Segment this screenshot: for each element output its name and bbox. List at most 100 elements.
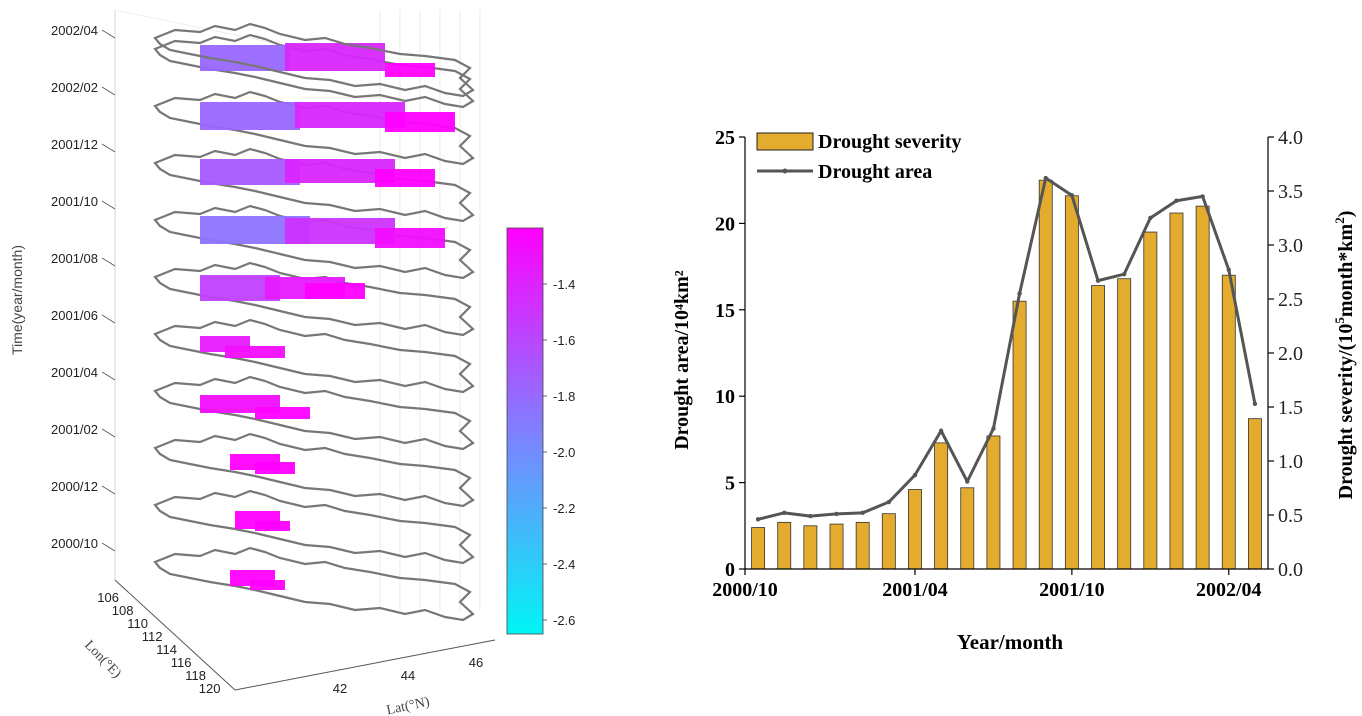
- drought-patch: [255, 521, 290, 531]
- legend-area-label: Drought area: [818, 161, 932, 183]
- area-point: [1174, 198, 1179, 203]
- drought-patch: [200, 159, 300, 185]
- basin-outline: [153, 22, 475, 98]
- right-tick-label: 3.5: [1278, 181, 1303, 203]
- area-point: [808, 513, 813, 519]
- time-tick-mark: [101, 200, 116, 210]
- area-point: [755, 517, 761, 522]
- basin-outline: [153, 261, 475, 337]
- right-tick-label: 4.0: [1278, 127, 1303, 149]
- left-tick-label: 15: [715, 300, 735, 322]
- lat-axis-label: Lat(°N): [385, 695, 431, 716]
- lon-tick-label: 110: [127, 616, 148, 631]
- drought-patch: [255, 407, 310, 419]
- area-point: [1200, 194, 1205, 199]
- severity-bar: [777, 521, 792, 570]
- basin-outline: [153, 318, 475, 394]
- drought-patch: [385, 112, 455, 132]
- drought-patch: [200, 102, 300, 130]
- basin-outline: [153, 432, 475, 508]
- lat-tick-label: 46: [469, 655, 483, 670]
- stacked-map-panel: 2002/04 2002/02 2001/12 2001/10 2001/08 2001/…: [9, 9, 575, 716]
- area-point: [991, 426, 996, 431]
- time-tick-label: 2001/06: [51, 308, 98, 323]
- area-point: [912, 472, 918, 478]
- lon-tick-label: 116: [171, 655, 192, 670]
- basin-outline: [153, 546, 475, 622]
- lon-axis-label: Lon(°E): [81, 638, 124, 682]
- colorbar: [506, 227, 544, 635]
- colorbar-tick-label: -2.0: [553, 445, 575, 460]
- severity-bars: [751, 179, 1262, 570]
- right-y-label-part3: ): [1335, 211, 1357, 218]
- right-y-label-part1: Drought severity/(10: [1335, 324, 1357, 500]
- basin-outline: [153, 90, 475, 166]
- area-point: [860, 510, 865, 516]
- left-tick-label: 5: [725, 473, 735, 495]
- lon-tick-label: 108: [112, 603, 134, 618]
- drought-patch: [305, 283, 365, 299]
- left-tick-label: 20: [715, 213, 735, 235]
- time-tick-mark: [101, 257, 116, 267]
- left-y-ticks: 0 5 10 15 20 25: [715, 127, 745, 581]
- time-tick-mark: [101, 29, 116, 39]
- time-tick-label: 2001/02: [51, 422, 98, 437]
- time-tick-label: 2001/04: [51, 365, 98, 380]
- time-tick-label: 2001/12: [51, 137, 98, 152]
- time-tick-label: 2002/04: [51, 23, 98, 38]
- severity-bar: [1143, 231, 1158, 570]
- left-y-axis-label: Drought area/10⁴km²: [671, 270, 693, 450]
- right-tick-label: 1.5: [1278, 397, 1303, 419]
- lon-tick-label: 118: [185, 668, 206, 683]
- time-tick-label: 2001/10: [51, 194, 98, 209]
- severity-bar: [1117, 278, 1132, 570]
- time-axis-ticks: 2002/04 2002/02 2001/12 2001/10 2001/08 2001/…: [51, 23, 116, 552]
- drought-patch: [385, 63, 435, 77]
- x-tick-label: 2000/10: [712, 579, 778, 601]
- area-point: [1017, 291, 1022, 296]
- area-point: [938, 428, 944, 433]
- area-point: [965, 479, 970, 484]
- x-tick-label: 2002/04: [1196, 579, 1262, 601]
- colorbar-tick-label: -1.8: [553, 389, 575, 404]
- time-tick-mark: [101, 86, 116, 96]
- area-point: [886, 499, 892, 505]
- legend: Drought severity Drought area: [756, 131, 962, 183]
- area-point: [1121, 271, 1127, 277]
- time-tick-mark: [101, 485, 116, 495]
- time-tick-mark: [101, 428, 116, 438]
- area-point: [1148, 215, 1153, 221]
- severity-bar: [881, 513, 896, 570]
- basin-outline: [153, 375, 475, 451]
- drought-area-line: [757, 176, 1257, 521]
- time-tick-label: 2002/02: [51, 80, 98, 95]
- severity-bar: [1091, 285, 1105, 570]
- time-tick-mark: [101, 542, 116, 552]
- time-tick-mark: [101, 371, 116, 381]
- severity-bar: [1221, 274, 1236, 570]
- right-tick-label: 0.5: [1278, 505, 1303, 527]
- colorbar-tick-label: -2.2: [553, 501, 575, 516]
- right-tick-label: 2.5: [1278, 289, 1303, 311]
- legend-severity-label: Drought severity: [818, 131, 962, 153]
- lon-tick-label: 114: [156, 642, 177, 657]
- x-ticks: 2000/10 2001/04 2001/10 2002/04: [712, 569, 1262, 601]
- time-tick-mark: [101, 143, 116, 153]
- severity-bar: [803, 525, 818, 570]
- area-point: [1095, 278, 1101, 283]
- colorbar-tick-label: -1.6: [553, 333, 575, 348]
- drought-patch: [250, 580, 285, 590]
- drought-patch: [375, 228, 445, 248]
- legend-area-marker: [782, 168, 788, 174]
- lat-axis-line: [234, 639, 496, 691]
- severity-bar: [1247, 418, 1262, 570]
- right-y-label-sup2: 2: [1332, 217, 1347, 224]
- right-tick-label: 1.0: [1278, 451, 1303, 473]
- area-point: [1226, 267, 1231, 273]
- area-point: [834, 511, 839, 517]
- severity-bar: [1169, 212, 1184, 570]
- x-axis-label: Year/month: [957, 630, 1063, 654]
